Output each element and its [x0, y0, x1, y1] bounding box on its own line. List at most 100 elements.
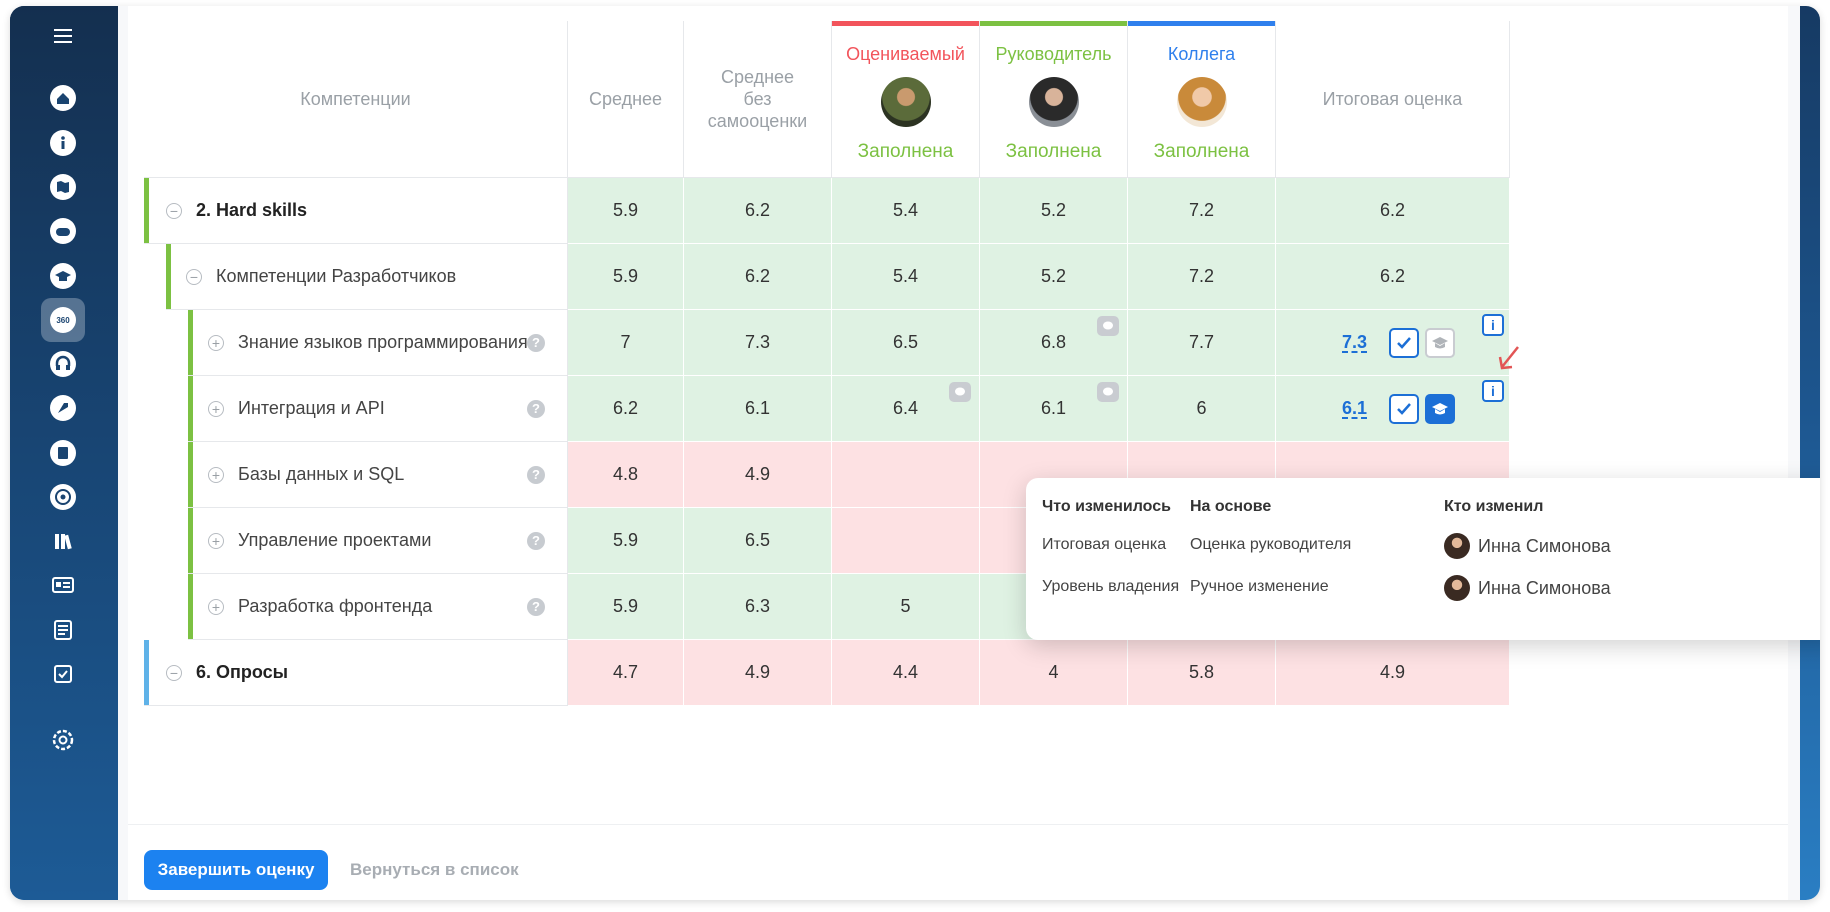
rocket-icon[interactable]: [41, 386, 85, 430]
score-value: 6.1: [1040, 398, 1067, 418]
score-value: 6.1: [744, 398, 771, 418]
competency-row[interactable]: + Базы данных и SQL?: [188, 442, 568, 508]
book-icon[interactable]: [41, 431, 85, 475]
expand-icon[interactable]: +: [208, 598, 224, 615]
news-icon[interactable]: [41, 608, 85, 652]
target-icon[interactable]: [41, 475, 85, 519]
proficiency-level-icon[interactable]: [1425, 327, 1456, 358]
final-score-cell[interactable]: 6.1: [1276, 376, 1510, 442]
popup-row-who[interactable]: Инна Симонова: [1478, 578, 1611, 598]
change-history-popup: Что изменилось На основе Кто изменил Ито…: [1026, 478, 1820, 640]
score-cell: 6.2: [684, 178, 832, 244]
help-icon[interactable]: ?: [527, 531, 545, 550]
menu-icon[interactable]: [41, 14, 85, 58]
evaluator-role: Руководитель: [995, 44, 1112, 64]
competency-name: Компетенции Разработчиков: [216, 266, 457, 286]
avatar: [880, 77, 931, 127]
evaluation-status: Заполнена: [1153, 141, 1250, 162]
score-value: 5.4: [892, 266, 919, 286]
score-value: 6.4: [892, 398, 919, 418]
evaluator-color-bar: [832, 21, 979, 26]
expand-icon[interactable]: +: [208, 532, 224, 549]
home-icon[interactable]: [41, 76, 85, 120]
competency-name: Управление проектами: [238, 530, 432, 550]
library-icon[interactable]: [41, 519, 85, 563]
checkbox-icon[interactable]: [41, 652, 85, 696]
score-cell: 6.8: [980, 310, 1128, 376]
header-evaluator-colleague[interactable]: Коллега Заполнена: [1128, 21, 1276, 178]
score-value: 5.2: [1040, 200, 1067, 220]
competency-row[interactable]: − Компетенции Разработчиков: [166, 244, 568, 310]
info-icon[interactable]: i: [1482, 314, 1504, 336]
proficiency-level-icon[interactable]: [1425, 393, 1456, 424]
score-value: 5: [900, 596, 911, 616]
info-icon[interactable]: [41, 121, 85, 165]
competency-row[interactable]: + Управление проектами?: [188, 508, 568, 574]
score-value: 5.8: [1188, 662, 1215, 682]
popup-header-basis: На основе: [1190, 498, 1272, 515]
row-level-bar: [144, 640, 149, 705]
id-card-icon[interactable]: [41, 563, 85, 607]
gamepad-icon[interactable]: [41, 209, 85, 253]
score-cell: 5.4: [832, 244, 980, 310]
evaluation-status: Заполнена: [1005, 141, 1102, 162]
comment-icon[interactable]: [1097, 382, 1119, 402]
sidebar: 360: [10, 6, 118, 900]
collapse-icon[interactable]: −: [166, 202, 182, 219]
score-value: 5.9: [612, 266, 639, 286]
competency-row[interactable]: −6. Опросы: [144, 640, 568, 706]
graduation-cap-icon[interactable]: [41, 254, 85, 298]
score-value: 5.9: [612, 200, 639, 220]
competency-row[interactable]: −2. Hard skills: [144, 178, 568, 244]
score-value: 6.2: [1379, 266, 1406, 286]
competency-row[interactable]: + Разработка фронтенда?: [188, 574, 568, 640]
expand-icon[interactable]: +: [208, 334, 224, 351]
competency-row[interactable]: + Интеграция и API?: [188, 376, 568, 442]
final-score-link[interactable]: 7.3: [1342, 331, 1368, 353]
score-value: 6.5: [892, 332, 919, 352]
row-level-bar: [188, 508, 193, 573]
competency-row[interactable]: + Знание языков программирования?: [188, 310, 568, 376]
confirm-checkbox[interactable]: [1389, 393, 1420, 424]
score-cell: [832, 442, 980, 508]
score-cell: 4: [980, 640, 1128, 706]
final-score-cell: 6.2: [1276, 178, 1510, 244]
help-icon[interactable]: ?: [527, 597, 545, 616]
info-icon[interactable]: i: [1482, 380, 1504, 402]
score-cell: 5.9: [568, 574, 684, 640]
gear-icon[interactable]: [41, 718, 85, 762]
help-icon[interactable]: ?: [527, 333, 545, 352]
score-value: 5.9: [612, 596, 639, 616]
score-cell: 5.2: [980, 244, 1128, 310]
help-icon[interactable]: ?: [527, 465, 545, 484]
final-score-link[interactable]: 6.1: [1342, 397, 1368, 419]
header-evaluator-self[interactable]: Оцениваемый Заполнена: [832, 21, 980, 178]
header-final: Итоговая оценка: [1276, 21, 1510, 178]
finish-evaluation-button[interactable]: Завершить оценку: [144, 850, 328, 890]
main-content: Компетенции Среднее Среднее без самооцен…: [118, 6, 1820, 900]
header-final-label: Итоговая оценка: [1322, 89, 1463, 109]
comment-icon[interactable]: [1097, 316, 1119, 336]
collapse-icon[interactable]: −: [186, 268, 202, 285]
headset-icon[interactable]: [41, 342, 85, 386]
score-cell: 6.3: [684, 574, 832, 640]
final-score-cell[interactable]: 7.3: [1276, 310, 1510, 376]
annotation-arrow-icon: [1494, 343, 1524, 373]
row-level-bar: [144, 178, 149, 243]
confirm-checkbox[interactable]: [1389, 327, 1420, 358]
collapse-icon[interactable]: −: [166, 664, 182, 681]
score-cell: 6: [1128, 376, 1276, 442]
score-value: 4.8: [612, 464, 639, 484]
row-level-bar: [166, 244, 171, 309]
map-icon[interactable]: [41, 165, 85, 209]
competency-name: Базы данных и SQL: [238, 464, 405, 484]
popup-header-who: Кто изменил: [1444, 498, 1544, 515]
help-icon[interactable]: ?: [527, 399, 545, 418]
back-to-list-link[interactable]: Вернуться в список: [350, 860, 519, 879]
expand-icon[interactable]: +: [208, 466, 224, 483]
comment-icon[interactable]: [949, 382, 971, 402]
360-icon[interactable]: 360: [41, 298, 85, 342]
header-evaluator-manager[interactable]: Руководитель Заполнена: [980, 21, 1128, 178]
expand-icon[interactable]: +: [208, 400, 224, 417]
popup-row-who[interactable]: Инна Симонова: [1478, 536, 1611, 556]
